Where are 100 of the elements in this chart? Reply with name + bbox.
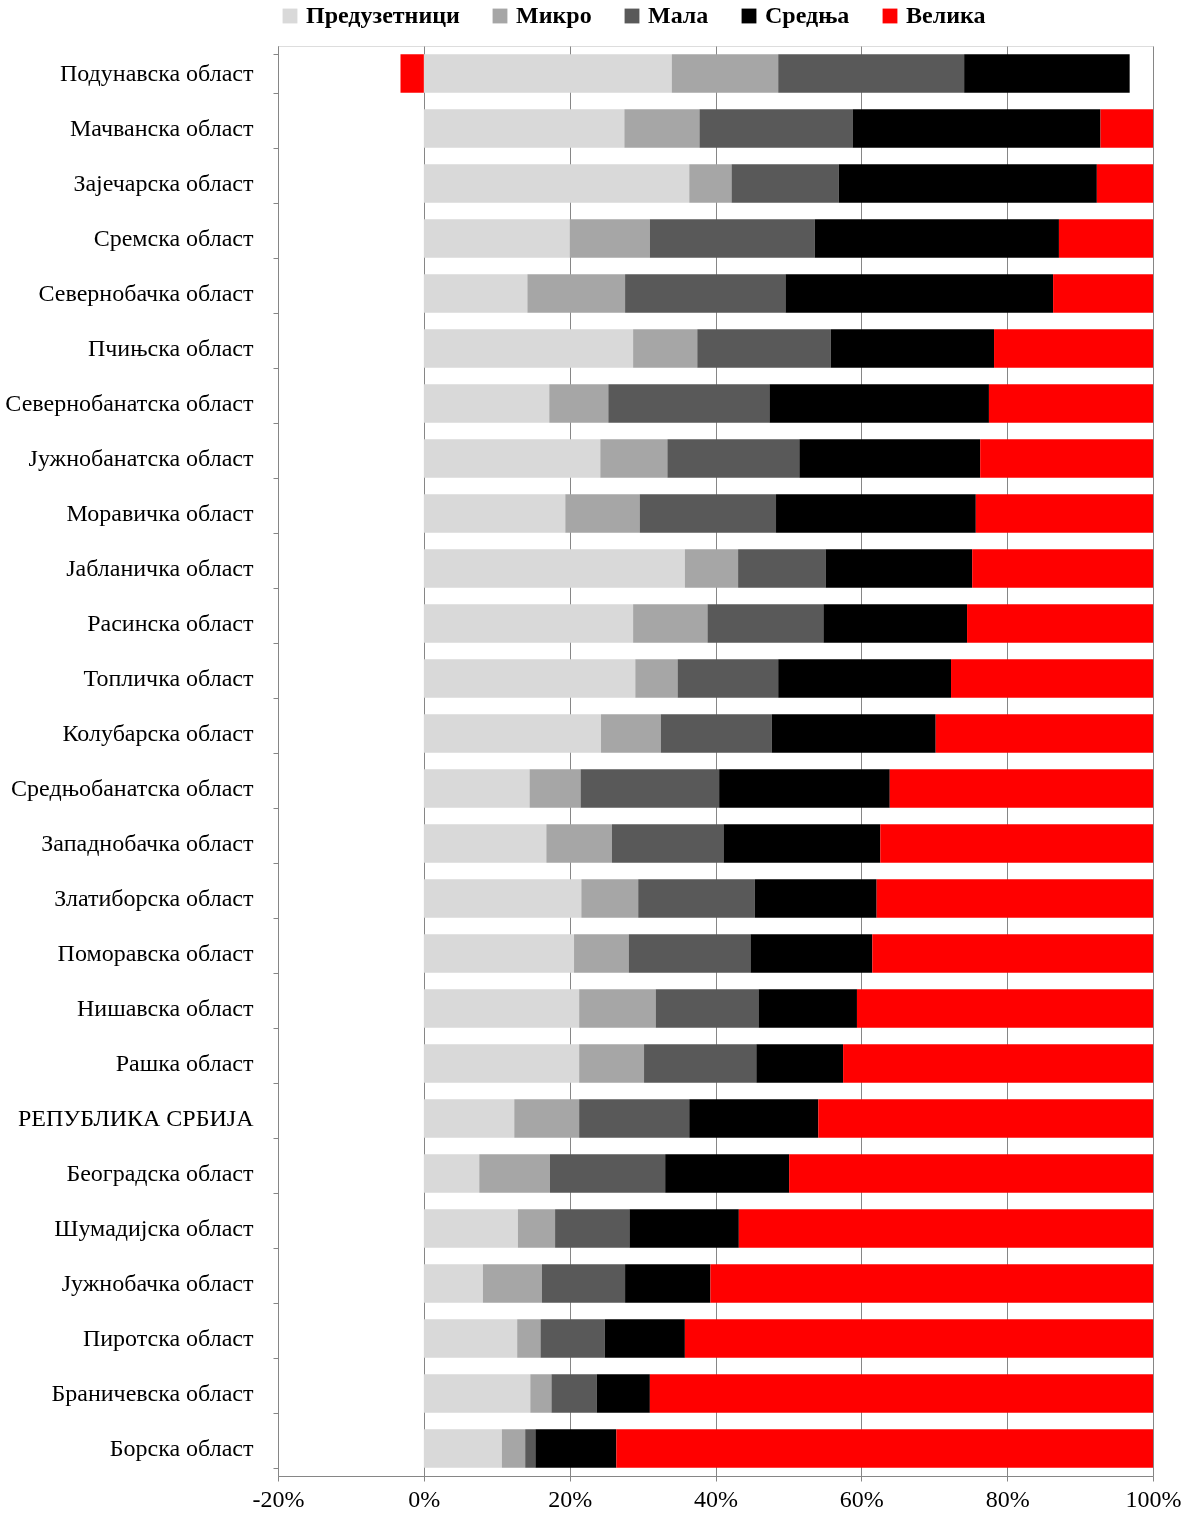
bar bbox=[423, 274, 528, 313]
y-tick-label: Расинска област bbox=[87, 610, 255, 636]
bar bbox=[677, 659, 779, 698]
bar bbox=[660, 714, 772, 753]
bar bbox=[540, 1319, 605, 1358]
bar bbox=[778, 54, 965, 93]
bar bbox=[825, 549, 973, 588]
bar bbox=[624, 109, 700, 148]
bar bbox=[818, 1099, 1153, 1138]
bar bbox=[479, 1154, 550, 1193]
bar bbox=[596, 1374, 650, 1413]
bar bbox=[964, 54, 1130, 93]
bar bbox=[423, 494, 566, 533]
legend-label: Средња bbox=[765, 2, 850, 28]
bar bbox=[517, 1209, 556, 1248]
y-tick-label: Колубарска област bbox=[62, 720, 254, 746]
bar bbox=[667, 439, 800, 478]
bar bbox=[579, 1044, 645, 1083]
legend-label: Мала bbox=[648, 2, 709, 28]
bar bbox=[600, 439, 668, 478]
bar bbox=[876, 879, 1153, 918]
bar bbox=[980, 439, 1153, 478]
bar bbox=[799, 439, 981, 478]
bar bbox=[604, 1319, 685, 1358]
y-tick-label: Јабланичка област bbox=[66, 555, 255, 581]
bar bbox=[719, 769, 890, 808]
y-tick-label: Сремска област bbox=[93, 225, 254, 251]
x-tick-label: 100% bbox=[1125, 1485, 1182, 1512]
bar bbox=[785, 274, 1054, 313]
bar bbox=[750, 934, 873, 973]
bar bbox=[1100, 109, 1153, 148]
bar bbox=[551, 1374, 597, 1413]
bar bbox=[527, 274, 626, 313]
bar bbox=[872, 934, 1153, 973]
bar bbox=[616, 1429, 1153, 1468]
bar bbox=[423, 329, 634, 368]
y-tick-label: Средњобанатска област bbox=[11, 775, 254, 801]
legend-label: Велика bbox=[906, 2, 986, 28]
y-tick-label: Севернобанатска област bbox=[5, 390, 254, 416]
y-tick-label: Београдска област bbox=[66, 1160, 255, 1186]
y-tick-label: Мачванска област bbox=[69, 115, 254, 141]
bar bbox=[423, 879, 582, 918]
legend-label: Предузетници bbox=[306, 2, 461, 28]
bar bbox=[723, 824, 881, 863]
bar bbox=[635, 659, 678, 698]
bar bbox=[423, 1099, 515, 1138]
bar bbox=[579, 1099, 690, 1138]
y-tick-label: Шумадијска област bbox=[54, 1215, 255, 1241]
bar bbox=[482, 1264, 542, 1303]
bar bbox=[574, 934, 629, 973]
bar bbox=[852, 109, 1101, 148]
bar bbox=[423, 714, 602, 753]
bar bbox=[689, 164, 732, 203]
y-tick-label: Златиборска област bbox=[54, 885, 254, 911]
bar bbox=[423, 1429, 502, 1468]
bar bbox=[611, 824, 724, 863]
bar bbox=[423, 934, 575, 973]
bar bbox=[731, 164, 839, 203]
bar bbox=[707, 604, 824, 643]
x-tick-label: -20% bbox=[252, 1485, 305, 1512]
bar bbox=[423, 1264, 483, 1303]
y-tick-label: Моравичка област bbox=[66, 500, 254, 526]
bar bbox=[972, 549, 1153, 588]
bar bbox=[546, 824, 612, 863]
x-tick-label: 60% bbox=[839, 1485, 884, 1512]
bar bbox=[856, 989, 1153, 1028]
bar bbox=[1053, 274, 1153, 313]
bar bbox=[423, 1154, 480, 1193]
bar bbox=[423, 164, 690, 203]
bar bbox=[541, 1264, 626, 1303]
bar bbox=[951, 659, 1153, 698]
bar bbox=[638, 879, 755, 918]
y-tick-label: Јужнобанатска област bbox=[28, 445, 255, 471]
bar bbox=[738, 549, 826, 588]
bar bbox=[814, 219, 1059, 258]
bar bbox=[535, 1429, 617, 1468]
bar bbox=[555, 1209, 630, 1248]
bar bbox=[530, 1374, 552, 1413]
bar bbox=[778, 659, 952, 698]
bar bbox=[633, 329, 698, 368]
bar bbox=[697, 329, 831, 368]
bar bbox=[644, 1044, 757, 1083]
bar bbox=[423, 659, 636, 698]
bar bbox=[771, 714, 936, 753]
bar bbox=[756, 1044, 844, 1083]
bar bbox=[525, 1429, 536, 1468]
y-tick-label: РЕПУБЛИКА СРБИЈА bbox=[17, 1105, 255, 1131]
bar bbox=[579, 989, 656, 1028]
bar bbox=[710, 1264, 1153, 1303]
bar bbox=[514, 1099, 580, 1138]
bar bbox=[501, 1429, 526, 1468]
bar bbox=[569, 219, 650, 258]
bar bbox=[549, 384, 609, 423]
y-tick-label: Севернобачка област bbox=[38, 280, 254, 306]
bar bbox=[628, 934, 751, 973]
bar bbox=[789, 1154, 1153, 1193]
bar bbox=[975, 494, 1153, 533]
x-tick-label: 20% bbox=[548, 1485, 593, 1512]
bar bbox=[1096, 164, 1153, 203]
bar bbox=[581, 879, 639, 918]
